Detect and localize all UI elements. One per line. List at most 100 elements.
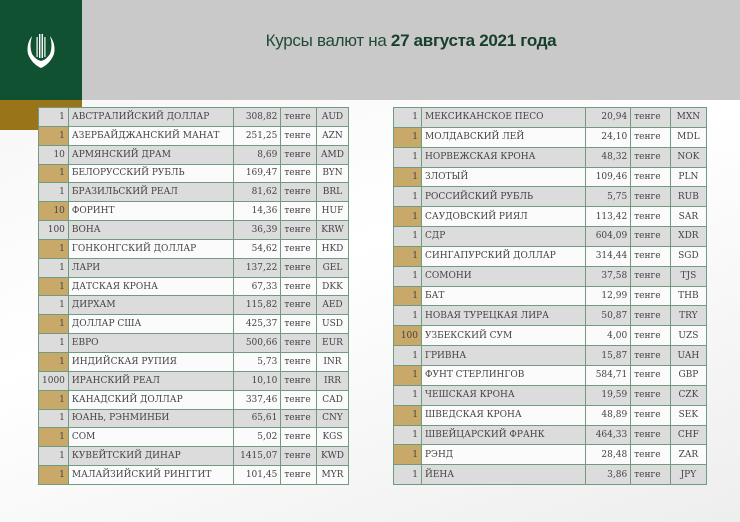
unit-cell: тенге xyxy=(630,384,671,406)
quantity-cell: 1 xyxy=(38,107,69,127)
currency-code-cell: EUR xyxy=(315,333,350,353)
quantity-cell: 1 xyxy=(38,163,69,184)
currency-name-cell: БЕЛОРУССКИЙ РУБЛЬ xyxy=(67,163,235,184)
currency-name-cell: ИРАНСКИЙ РЕАЛ xyxy=(67,370,235,391)
rate-cell: 65,61 xyxy=(233,408,282,429)
currency-code-cell: SGD xyxy=(669,245,708,267)
table-row: 1 АЗЕРБАЙДЖАНСКИЙ МАНАТ 251,25 тенге AZN xyxy=(38,125,350,146)
quantity-cell: 1 xyxy=(393,206,422,228)
rate-cell: 48,32 xyxy=(584,146,632,168)
unit-cell: тенге xyxy=(280,238,317,259)
rate-cell: 5,73 xyxy=(233,351,282,372)
currency-code-cell: SAR xyxy=(669,206,708,228)
header-band xyxy=(0,0,740,100)
table-row: 1 СОМ 5,02 тенге KGS xyxy=(38,427,350,448)
currency-code-cell: AZN xyxy=(315,125,350,146)
table-row: 1 МЕКСИКАНСКОЕ ПЕСО 20,94 тенге MXN xyxy=(393,107,708,128)
quantity-cell: 1 xyxy=(393,126,422,148)
currency-code-cell: MYR xyxy=(315,465,350,485)
rate-cell: 4,00 xyxy=(584,325,632,347)
rate-cell: 314,44 xyxy=(584,245,632,267)
currency-code-cell: HKD xyxy=(315,238,350,259)
unit-cell: тенге xyxy=(280,351,317,372)
table-row: 10 ФОРИНТ 14,36 тенге HUF xyxy=(38,201,350,222)
rate-cell: 81,62 xyxy=(233,182,282,203)
rate-cell: 24,10 xyxy=(584,126,632,148)
currency-code-cell: JPY xyxy=(669,464,708,486)
rate-cell: 308,82 xyxy=(233,107,282,127)
table-row: 10 АРМЯНСКИЙ ДРАМ 8,69 тенге AMD xyxy=(38,144,350,165)
currency-name-cell: ДОЛЛАР США xyxy=(67,314,235,335)
currency-name-cell: АРМЯНСКИЙ ДРАМ xyxy=(67,144,235,165)
unit-cell: тенге xyxy=(630,226,671,247)
currency-name-cell: ДАТСКАЯ КРОНА xyxy=(67,276,235,297)
currency-code-cell: GEL xyxy=(315,257,350,278)
unit-cell: тенге xyxy=(630,325,671,347)
unit-cell: тенге xyxy=(630,146,671,168)
currency-name-cell: ФОРИНТ xyxy=(67,201,235,222)
currency-name-cell: СОМОНИ xyxy=(421,265,586,287)
currency-code-cell: CZK xyxy=(669,384,708,406)
unit-cell: тенге xyxy=(280,333,317,353)
currency-code-cell: CNY xyxy=(315,408,350,429)
quantity-cell: 1 xyxy=(38,389,69,410)
currency-code-cell: ZAR xyxy=(669,444,708,466)
rate-cell: 425,37 xyxy=(233,314,282,335)
rate-cell: 48,89 xyxy=(584,404,632,426)
rate-cell: 5,75 xyxy=(584,186,632,208)
national-bank-emblem-icon xyxy=(27,34,55,68)
currency-name-cell: ШВЕЙЦАРСКИЙ ФРАНК xyxy=(421,424,586,446)
rate-cell: 101,45 xyxy=(233,465,282,485)
logo xyxy=(0,0,82,100)
table-row: 1 БЕЛОРУССКИЙ РУБЛЬ 169,47 тенге BYN xyxy=(38,163,350,184)
table-row: 1 БАТ 12,99 тенге THB xyxy=(393,285,708,307)
currency-name-cell: РЭНД xyxy=(421,444,586,466)
unit-cell: тенге xyxy=(280,465,317,485)
currency-code-cell: IRR xyxy=(315,370,350,391)
quantity-cell: 10 xyxy=(38,144,69,165)
table-row: 1 ДАТСКАЯ КРОНА 67,33 тенге DKK xyxy=(38,276,350,297)
unit-cell: тенге xyxy=(280,125,317,146)
quantity-cell: 10 xyxy=(38,201,69,222)
quantity-cell: 1 xyxy=(393,384,422,406)
currency-code-cell: NOK xyxy=(669,146,708,168)
rate-cell: 584,71 xyxy=(584,364,632,386)
table-row: 1 ЗЛОТЫЙ 109,46 тенге PLN xyxy=(393,166,708,188)
currency-name-cell: РОССИЙСКИЙ РУБЛЬ xyxy=(421,186,586,208)
currency-code-cell: BRL xyxy=(315,182,350,203)
rate-cell: 1415,07 xyxy=(233,446,282,467)
unit-cell: тенге xyxy=(630,464,671,486)
currency-name-cell: МОЛДАВСКИЙ ЛЕЙ xyxy=(421,126,586,148)
table-row: 1 ЙЕНА 3,86 тенге JPY xyxy=(393,464,708,486)
table-row: 1 САУДОВСКИЙ РИЯЛ 113,42 тенге SAR xyxy=(393,206,708,228)
rate-cell: 115,82 xyxy=(233,295,282,316)
quantity-cell: 1 xyxy=(38,182,69,203)
currency-code-cell: THB xyxy=(669,285,708,307)
table-row: 1 СОМОНИ 37,58 тенге TJS xyxy=(393,265,708,287)
currency-code-cell: CAD xyxy=(315,389,350,410)
rate-cell: 8,69 xyxy=(233,144,282,165)
page-title: Курсы валют на 27 августа 2021 года xyxy=(265,31,557,50)
currency-name-cell: ЧЕШСКАЯ КРОНА xyxy=(421,384,586,406)
quantity-cell: 1 xyxy=(393,166,422,188)
table-row: 1 ГРИВНА 15,87 тенге UAH xyxy=(393,345,708,366)
currency-code-cell: BYN xyxy=(315,163,350,184)
unit-cell: тенге xyxy=(630,126,671,148)
rate-cell: 3,86 xyxy=(584,464,632,486)
currency-code-cell: KGS xyxy=(315,427,350,448)
currency-name-cell: УЗБЕКСКИЙ СУМ xyxy=(421,325,586,347)
unit-cell: тенге xyxy=(630,424,671,446)
quantity-cell: 100 xyxy=(393,325,422,347)
quantity-cell: 1 xyxy=(38,125,69,146)
unit-cell: тенге xyxy=(280,257,317,278)
currency-code-cell: UZS xyxy=(669,325,708,347)
rate-cell: 251,25 xyxy=(233,125,282,146)
currency-code-cell: INR xyxy=(315,351,350,372)
currency-code-cell: TRY xyxy=(669,305,708,327)
quantity-cell: 1 xyxy=(393,464,422,486)
rate-cell: 604,09 xyxy=(584,226,632,247)
currency-name-cell: НОРВЕЖСКАЯ КРОНА xyxy=(421,146,586,168)
currency-code-cell: SEK xyxy=(669,404,708,426)
quantity-cell: 1 xyxy=(38,257,69,278)
unit-cell: тенге xyxy=(280,314,317,335)
